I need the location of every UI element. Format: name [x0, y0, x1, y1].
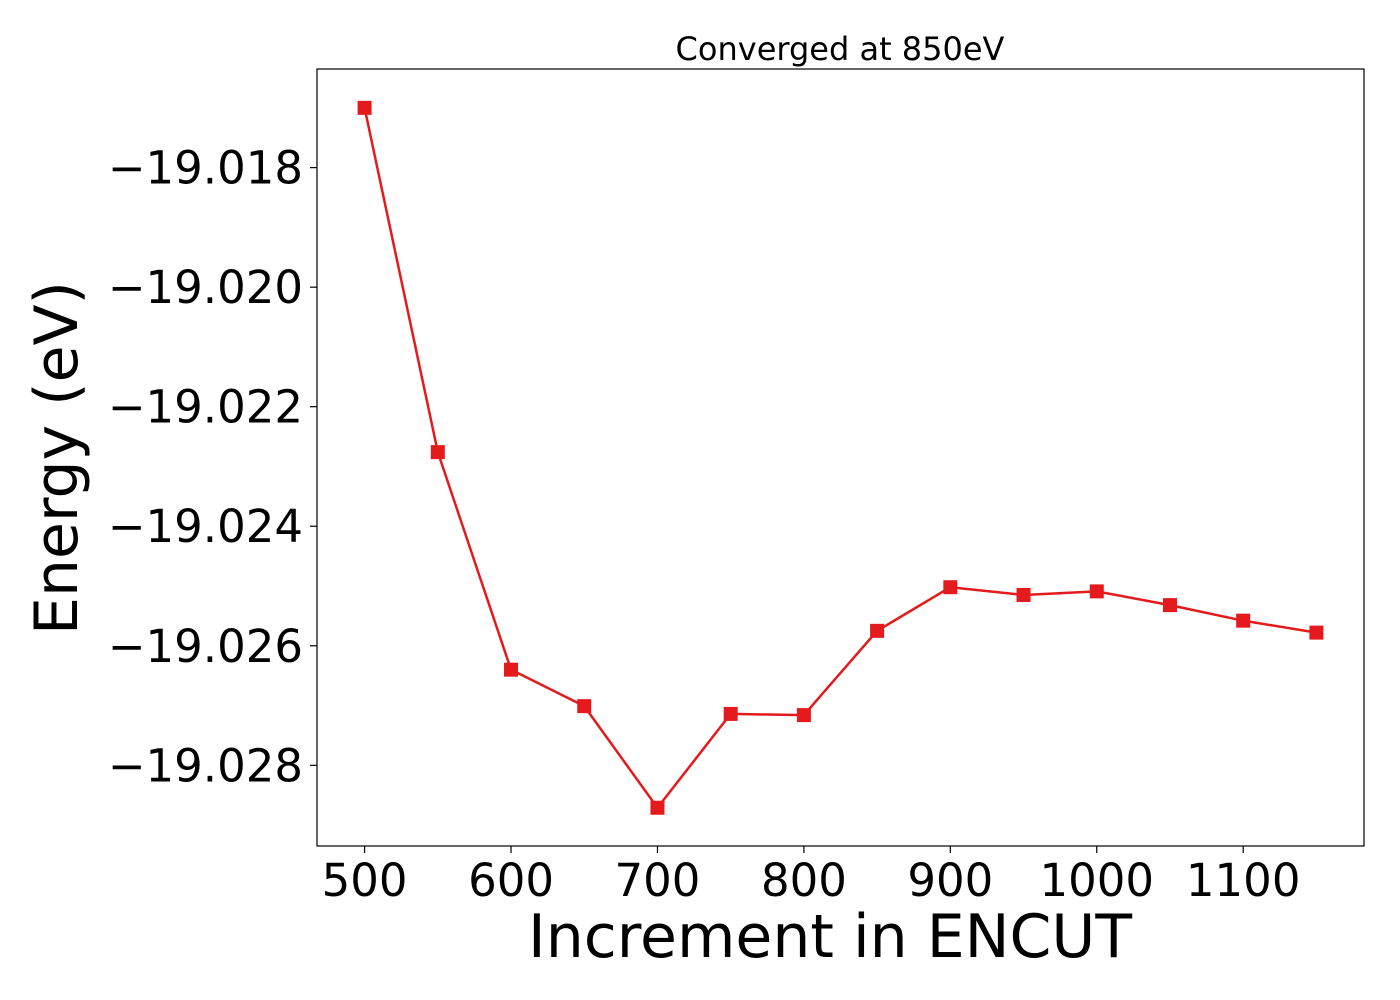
data-point-marker	[1309, 625, 1324, 640]
data-point-marker	[1016, 587, 1031, 602]
series-line	[363, 107, 1317, 809]
y-axis-label: Energy (eV)	[22, 281, 92, 635]
data-point-marker	[1236, 613, 1251, 628]
data-point-marker	[870, 623, 885, 638]
chart-title: Converged at 850eV	[676, 30, 1005, 68]
x-tick-label: 500	[322, 854, 408, 907]
x-tick-label: 700	[615, 854, 701, 907]
x-tick-label: 1100	[1186, 854, 1301, 907]
x-axis-label: Increment in ENCUT	[528, 902, 1132, 972]
data-point-marker	[577, 699, 592, 714]
y-tick-label: −19.020	[108, 261, 303, 314]
y-tick-label: −19.018	[108, 142, 303, 195]
data-point-marker	[504, 662, 519, 677]
x-tick-label: 900	[907, 854, 993, 907]
data-point-marker	[796, 708, 811, 723]
y-axis: −19.018 −19.020 −19.022 −19.024 −19.026 −19.0…	[108, 142, 317, 792]
x-tick-label: 800	[761, 854, 847, 907]
x-tick-label: 1000	[1039, 854, 1154, 907]
y-tick-label: −19.026	[108, 620, 303, 673]
data-point-marker	[723, 706, 738, 721]
y-tick-label: −19.024	[108, 500, 303, 553]
x-axis: 500 600 700 800 900 1000 1100	[322, 846, 1301, 907]
x-tick-label: 600	[468, 854, 554, 907]
data-point-marker	[650, 800, 665, 815]
data-point-marker	[1089, 584, 1104, 599]
data-point-marker	[943, 580, 958, 595]
plot-frame	[316, 68, 1365, 847]
y-tick-label: −19.028	[108, 739, 303, 792]
data-point-marker	[1162, 598, 1177, 613]
plot-area	[357, 100, 1324, 815]
y-tick-label: −19.022	[108, 381, 303, 434]
data-point-marker	[430, 445, 445, 460]
data-point-marker	[357, 100, 372, 115]
